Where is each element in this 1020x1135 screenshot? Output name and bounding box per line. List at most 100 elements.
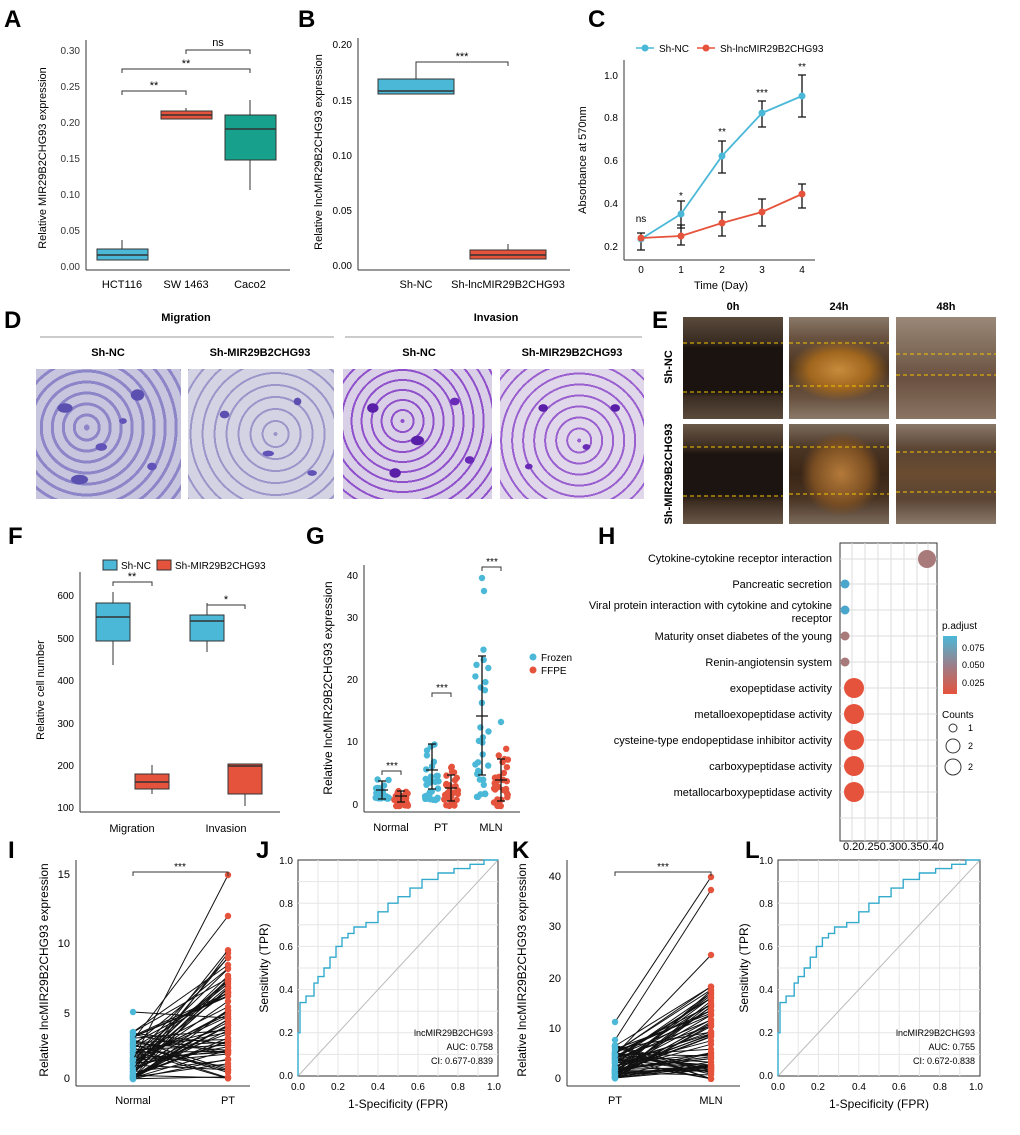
- l-ytick: 0.0: [759, 1071, 773, 1082]
- h-padjust-tick: 0.050: [962, 660, 985, 670]
- c-legend-shlnc: Sh-lncMIR29B2CHG93: [720, 44, 824, 55]
- paired-line: [614, 1048, 712, 1056]
- g-point: [473, 661, 480, 668]
- g-point: [472, 673, 479, 680]
- paired-point: [224, 978, 232, 986]
- a-xtick: HCT116: [102, 279, 142, 291]
- h-term: Maturity onset diabetes of the young: [655, 631, 832, 643]
- h-counts-tick: 2: [968, 741, 973, 751]
- g-point: [504, 794, 511, 801]
- j-xtick: 0.4: [371, 1082, 385, 1093]
- paired-point: [224, 912, 232, 920]
- g-point: [427, 773, 435, 780]
- l-annot: lncMIR29B2CHG93: [896, 1028, 975, 1038]
- f-legend-shmir-swatch: [156, 559, 172, 571]
- g-xtick: Normal: [373, 822, 408, 834]
- g-point: [423, 747, 431, 754]
- paired-line: [132, 1076, 229, 1080]
- b-ytick: 0.15: [333, 96, 353, 107]
- paired-line: [132, 1006, 229, 1056]
- h-term: Cytokine-cytokine receptor interaction: [648, 553, 832, 565]
- paired-line: [132, 1032, 229, 1045]
- panel-letter-a: A: [4, 6, 21, 33]
- paired-point: [707, 1070, 715, 1078]
- panel-e: 0h 24h 48h Sh-NC Sh-MIR29B2CHG93: [663, 301, 996, 524]
- paired-line: [132, 964, 229, 1033]
- g-point: [482, 678, 489, 686]
- panel-letter-g: G: [306, 523, 325, 550]
- i-xtick: Normal: [115, 1095, 150, 1107]
- j-ytick: 0.0: [279, 1071, 293, 1082]
- l-ytick: 0.4: [759, 985, 773, 996]
- g-sig: ***: [486, 557, 498, 568]
- k-ytick: 0: [555, 1073, 561, 1085]
- f-ytick: 300: [57, 719, 74, 730]
- g-point: [479, 734, 487, 741]
- paired-line: [614, 1043, 712, 1071]
- f-sig: **: [128, 571, 137, 583]
- f-ytick: 500: [57, 634, 74, 645]
- g-sig: ***: [436, 683, 448, 694]
- g-point: [391, 796, 398, 803]
- h-padjust-colorbar: [943, 636, 957, 694]
- h-counts-title: Counts: [942, 710, 974, 721]
- scratch-sh-mir-48h: [896, 424, 996, 524]
- h-dot: [840, 605, 850, 615]
- scratch-sh-nc-48h: [896, 317, 996, 419]
- paired-point: [224, 1056, 232, 1064]
- g-xtick: PT: [434, 822, 448, 834]
- j-xtick: 0.8: [451, 1082, 465, 1093]
- panel-letter-j: J: [256, 837, 269, 864]
- g-point: [503, 764, 511, 771]
- g-point: [451, 802, 458, 809]
- c-ytick: 0.2: [604, 242, 618, 253]
- panel-i: 0 5 10 15 Relative lncMIR29B2CHG93 expre…: [37, 860, 250, 1107]
- l-xtick: 1.0: [969, 1082, 983, 1093]
- panel-letter-i: I: [8, 837, 15, 864]
- j-xtick: 0.6: [411, 1082, 425, 1093]
- a-ytick: 0.20: [61, 118, 81, 129]
- e-row-shnc: Sh-NC: [663, 350, 675, 384]
- invasion-sh-mir-photo: [500, 369, 644, 499]
- h-term: Renin-angiotensin system: [705, 657, 832, 669]
- migration-sh-mir-photo: [188, 369, 334, 499]
- g-xtick: MLN: [479, 822, 502, 834]
- paired-line: [614, 997, 712, 1060]
- g-point: [373, 789, 380, 797]
- h-term: Pancreatic secretion: [732, 579, 832, 591]
- paired-line: [132, 1059, 229, 1073]
- paired-line: [614, 994, 712, 1068]
- panel-d: Migration Invasion Sh-NC Sh-MIR29B2CHG93…: [40, 312, 642, 359]
- g-point: [453, 796, 460, 804]
- c-xtick: 1: [678, 265, 684, 276]
- h-dot: [844, 782, 864, 802]
- panel-letter-c: C: [588, 6, 605, 33]
- h-xticks: 0.20.250.300.350.40: [843, 841, 944, 853]
- paired-point: [611, 1071, 619, 1078]
- g-sig: ***: [386, 761, 398, 772]
- j-ytick: 0.2: [279, 1028, 293, 1039]
- f-legend-shnc-swatch: [102, 559, 118, 571]
- g-ytick: 20: [347, 675, 359, 686]
- b-xtick: Sh-NC: [399, 279, 432, 291]
- d-group-migration: Migration: [161, 312, 211, 324]
- j-ytick: 1.0: [279, 856, 293, 867]
- c-ytick: 0.8: [604, 113, 618, 124]
- paired-line: [132, 1044, 229, 1051]
- paired-point: [224, 1048, 232, 1055]
- k-ytick: 30: [549, 921, 561, 933]
- paired-point: [129, 1008, 137, 1016]
- j-ytick: 0.4: [279, 985, 293, 996]
- paired-line: [132, 1009, 229, 1079]
- a-ytick: 0.10: [61, 190, 81, 201]
- paired-point: [707, 1011, 715, 1019]
- a-ytick: 0.00: [61, 262, 81, 273]
- g-point: [480, 781, 487, 788]
- g-point: [434, 785, 442, 792]
- j-ytick: 0.6: [279, 942, 293, 953]
- paired-point: [707, 951, 715, 959]
- h-padjust-title: p.adjust: [942, 621, 977, 632]
- f-ytick: 100: [57, 803, 74, 814]
- g-point: [495, 752, 502, 759]
- k-ytick: 40: [549, 871, 561, 883]
